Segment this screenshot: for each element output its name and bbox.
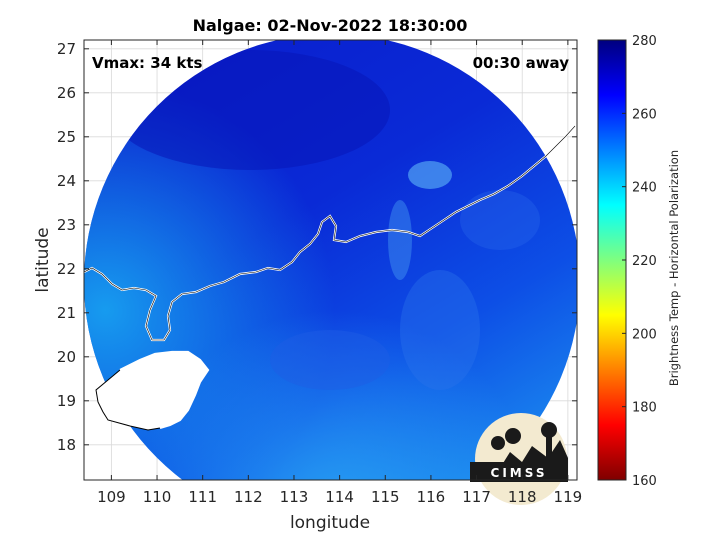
- x-tick-label: 111: [188, 488, 217, 506]
- colorbar-tick-label: 200: [632, 327, 657, 342]
- x-tick-label: 118: [508, 488, 537, 506]
- colorbar-tick-label: 220: [632, 254, 657, 269]
- axes-frame: [83, 39, 578, 481]
- x-tick-label: 115: [371, 488, 400, 506]
- colorbar-ticks: 160 180 200 220 240 260 280: [622, 34, 657, 489]
- colorbar-tick-label: 180: [632, 401, 657, 416]
- y-tick-label: 23: [57, 216, 76, 234]
- y-tick-label: 19: [57, 392, 76, 410]
- x-tick-label: 117: [462, 488, 491, 506]
- y-tick-label: 21: [57, 304, 76, 322]
- x-tick-label: 109: [97, 488, 126, 506]
- chart-title: Nalgae: 02-Nov-2022 18:30:00: [193, 16, 468, 35]
- colorbar-tick-label: 260: [632, 107, 657, 122]
- x-tick-label: 119: [554, 488, 583, 506]
- y-tick-label: 24: [57, 172, 76, 190]
- x-axis-label: longitude: [290, 513, 370, 533]
- y-axis-label: latitude: [33, 227, 53, 292]
- colorbar-label: Brightness Temp - Horizontal Polarizatio…: [667, 150, 681, 386]
- time-offset-annotation: 00:30 away: [473, 54, 570, 72]
- swath-image: [84, 40, 577, 480]
- colorbar: [597, 39, 627, 481]
- colorbar-tick-label: 160: [632, 474, 657, 489]
- vmax-annotation: Vmax: 34 kts: [92, 54, 202, 72]
- y-tick-label: 18: [57, 436, 76, 454]
- hainan-coast-white: [119, 350, 210, 430]
- x-tick-label: 114: [325, 488, 354, 506]
- cimss-logo: CIMSS: [470, 413, 568, 505]
- y-axis: 18 19 20 21 22 23 24 25 26 27: [57, 40, 577, 454]
- x-axis: 109 110 111 112 113 114 115 116 117 118 119: [97, 40, 582, 506]
- y-tick-label: 25: [57, 128, 76, 146]
- x-tick-label: 113: [280, 488, 309, 506]
- x-tick-label: 110: [143, 488, 172, 506]
- x-tick-label: 116: [417, 488, 446, 506]
- colorbar-tick-label: 280: [632, 34, 657, 49]
- y-tick-label: 20: [57, 348, 76, 366]
- x-tick-label: 112: [234, 488, 263, 506]
- colorbar-tick-label: 240: [632, 181, 657, 196]
- y-tick-label: 26: [57, 84, 76, 102]
- y-tick-label: 22: [57, 260, 76, 278]
- y-tick-label: 27: [57, 40, 76, 58]
- logo-text: CIMSS: [491, 466, 548, 480]
